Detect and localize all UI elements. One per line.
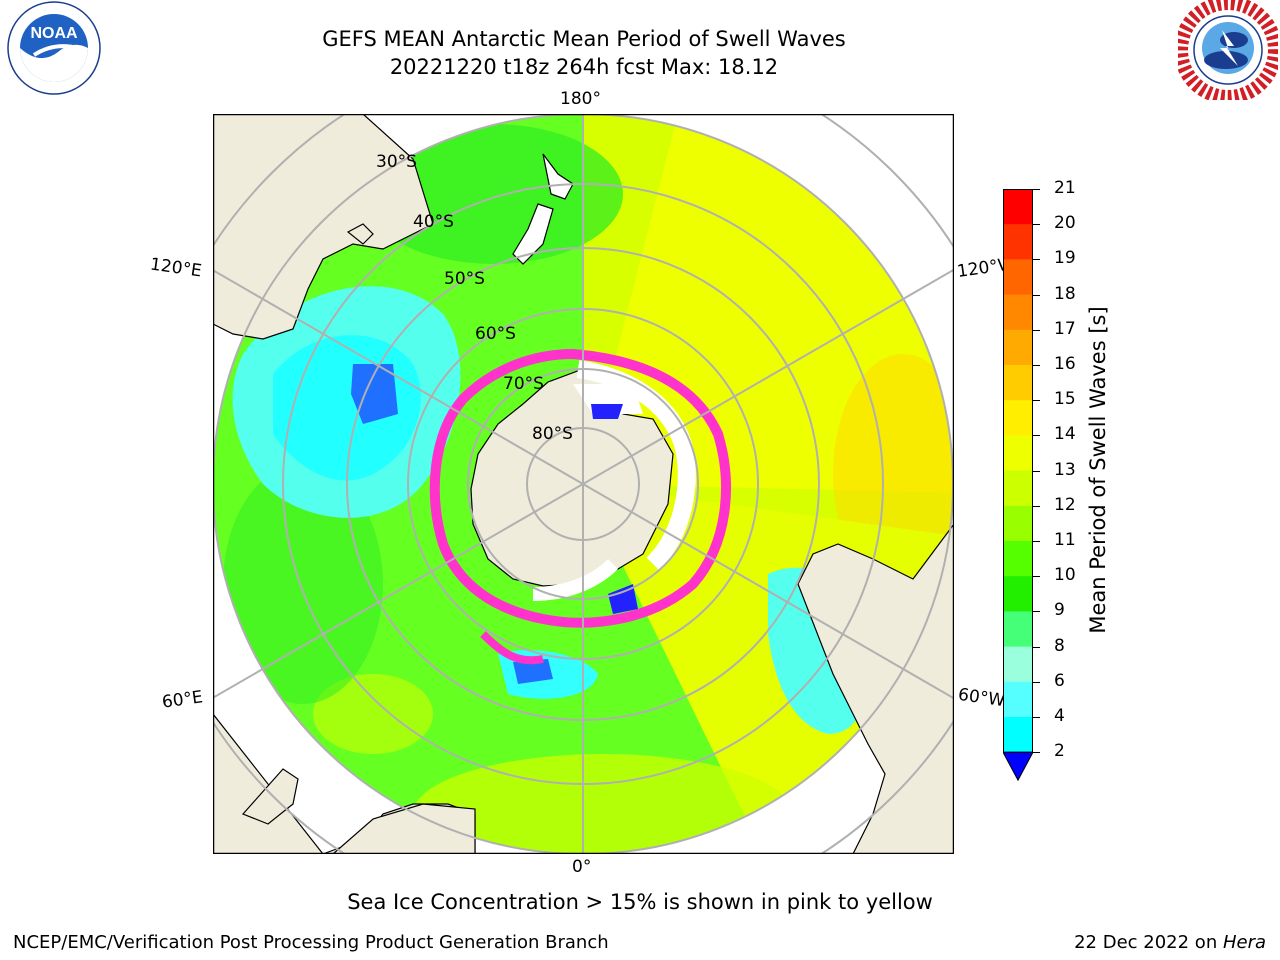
colorbar-tick-mark (1033, 189, 1040, 190)
colorbar-tick-label: 4 (1054, 706, 1065, 726)
colorbar-segment (1003, 435, 1033, 472)
colorbar-tick-label: 13 (1054, 459, 1076, 480)
colorbar-segment (1003, 646, 1033, 683)
colorbar-extend-arrow (1002, 751, 1034, 782)
colorbar (1002, 189, 1034, 782)
colorbar-segment (1003, 576, 1033, 612)
lon-label-0: 0° (572, 857, 592, 877)
colorbar-tick-label: 20 (1054, 213, 1076, 234)
lat-label-30s: 30°S (376, 152, 417, 172)
colorbar-tick-mark (1033, 470, 1040, 472)
colorbar-tick-label: 2 (1054, 741, 1065, 762)
colorbar-segment (1003, 294, 1033, 331)
sea-ice (429, 348, 731, 665)
credit-text: NCEP/EMC/Verification Post Processing Pr… (13, 932, 609, 953)
colorbar-tick-mark (1033, 576, 1040, 578)
colorbar-segment (1003, 400, 1033, 436)
colorbar-segment (1003, 259, 1033, 296)
map-title: GEFS MEAN Antarctic Mean Period of Swell… (322, 27, 846, 51)
colorbar-tick-label: 11 (1054, 530, 1076, 550)
lat-label-70s: 70°S (503, 374, 544, 394)
polar-map-svg (212, 113, 955, 855)
noaa-logo: NOAA (6, 0, 102, 96)
colorbar-segment (1003, 329, 1033, 366)
colorbar-tick-mark (1033, 681, 1040, 683)
colorbar-tick-mark (1033, 646, 1040, 648)
sea-ice-note: Sea Ice Concentration > 15% is shown in … (347, 890, 933, 914)
polar-map (212, 113, 955, 855)
colorbar-tick-mark (1033, 541, 1040, 542)
colorbar-tick-label: 14 (1054, 424, 1076, 445)
colorbar-tick-mark (1033, 259, 1040, 261)
colorbar-label: Mean Period of Swell Waves [s] (1086, 306, 1110, 634)
colorbar-tick-label: 8 (1054, 635, 1065, 656)
lon-label-120e: 120°E (148, 254, 203, 282)
issue-date: 22 Dec 2022 on Hera (1074, 932, 1266, 953)
colorbar-segment (1003, 505, 1033, 542)
colorbar-tick-mark (1033, 435, 1040, 437)
nws-logo (1174, 0, 1280, 104)
colorbar-segment (1003, 541, 1033, 577)
lat-label-60s: 60°S (475, 324, 516, 344)
noaa-logo-text: NOAA (30, 25, 78, 42)
colorbar-tick-label: 21 (1054, 178, 1076, 198)
colorbar-segment (1003, 470, 1033, 507)
colorbar-tick-mark (1033, 717, 1040, 718)
colorbar-tick-label: 9 (1054, 600, 1065, 621)
lon-label-60w: 60°W (956, 684, 1007, 712)
colorbar-tick-mark (1033, 224, 1040, 226)
colorbar-segment (1003, 611, 1033, 648)
colorbar-segment (1003, 717, 1033, 753)
lon-label-60e: 60°E (160, 687, 205, 713)
colorbar-outline (1003, 189, 1033, 753)
colorbar-tick-label: 12 (1054, 494, 1076, 515)
colorbar-tick-label: 10 (1054, 565, 1076, 586)
lat-label-40s: 40°S (413, 212, 454, 232)
colorbar-tick-label: 15 (1054, 389, 1076, 410)
colorbar-tick-mark (1033, 400, 1040, 402)
colorbar-segment (1003, 365, 1033, 401)
lat-label-50s: 50°S (444, 269, 485, 289)
colorbar-tick-mark (1033, 752, 1040, 754)
colorbar-tick-label: 6 (1054, 670, 1065, 691)
colorbar-tick-mark (1033, 611, 1040, 613)
colorbar-segment (1003, 681, 1033, 718)
colorbar-tick-mark (1033, 365, 1040, 366)
map-subtitle: 20221220 t18z 264h fcst Max: 18.12 (389, 55, 779, 79)
colorbar-tick-label: 16 (1054, 354, 1076, 374)
lon-label-180: 180° (560, 89, 601, 109)
colorbar-tick-label: 19 (1054, 248, 1076, 269)
colorbar-tick-mark (1033, 505, 1040, 507)
colorbar-segment (1003, 224, 1033, 260)
colorbar-segment (1003, 189, 1033, 225)
colorbar-tick-label: 18 (1054, 283, 1076, 304)
colorbar-tick-label: 17 (1054, 318, 1076, 339)
colorbar-tick-mark (1033, 329, 1040, 331)
colorbar-tick-mark (1033, 294, 1040, 296)
lat-label-80s: 80°S (532, 424, 573, 444)
